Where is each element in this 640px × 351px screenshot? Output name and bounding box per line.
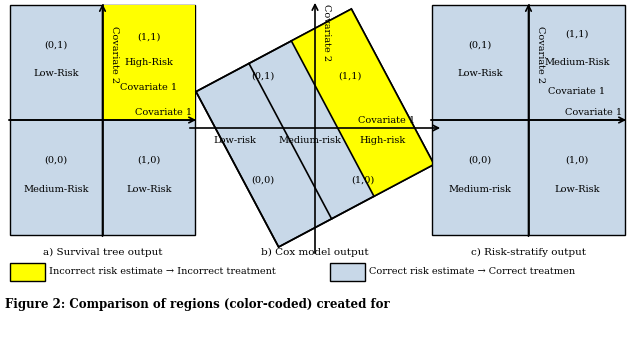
Bar <box>330 263 365 281</box>
Text: c) Risk-stratify output: c) Risk-stratify output <box>471 248 586 257</box>
Text: (1,0): (1,0) <box>137 156 161 165</box>
Text: (1,1): (1,1) <box>565 29 588 38</box>
Text: High-risk: High-risk <box>360 136 406 145</box>
Text: (0,1): (0,1) <box>468 41 492 50</box>
Text: b) Cox model output: b) Cox model output <box>261 248 369 257</box>
Text: a) Survival tree output: a) Survival tree output <box>43 248 163 257</box>
Text: Medium-Risk: Medium-Risk <box>544 58 609 67</box>
Text: (1,1): (1,1) <box>339 72 362 80</box>
Text: Low-risk: Low-risk <box>214 136 257 145</box>
Text: (0,1): (0,1) <box>252 72 275 80</box>
Text: Figure 2: Comparison of regions (color-coded) created for: Figure 2: Comparison of regions (color-c… <box>5 298 390 311</box>
Text: (1,1): (1,1) <box>137 33 161 42</box>
Text: Medium-risk: Medium-risk <box>449 185 512 193</box>
Text: (1,0): (1,0) <box>565 156 588 165</box>
Bar <box>10 5 195 235</box>
Text: Covariate 1: Covariate 1 <box>548 87 605 96</box>
Text: Covariate 1: Covariate 1 <box>358 116 415 125</box>
Text: Correct risk estimate → Correct treatmen: Correct risk estimate → Correct treatmen <box>369 267 575 277</box>
Text: (0,0): (0,0) <box>45 156 68 165</box>
Text: Covariate 2: Covariate 2 <box>536 26 545 84</box>
Text: (0,0): (0,0) <box>468 156 492 165</box>
Text: High-Risk: High-Risk <box>124 58 173 67</box>
Polygon shape <box>196 9 434 247</box>
Text: Medium-risk: Medium-risk <box>278 136 341 145</box>
Text: Covariate 1: Covariate 1 <box>565 108 622 117</box>
Text: Low-Risk: Low-Risk <box>554 185 600 193</box>
Bar <box>102 5 195 120</box>
Text: (1,0): (1,0) <box>351 176 374 185</box>
Text: Covariate 2: Covariate 2 <box>109 26 118 84</box>
Text: Low-Risk: Low-Risk <box>33 69 79 79</box>
Text: (0,1): (0,1) <box>45 41 68 50</box>
Text: Medium-Risk: Medium-Risk <box>24 185 89 193</box>
Text: (0,0): (0,0) <box>252 176 275 185</box>
Text: Covariate 1: Covariate 1 <box>120 83 177 92</box>
Polygon shape <box>291 9 434 196</box>
Bar <box>10 263 45 281</box>
Text: Covariate 2: Covariate 2 <box>322 5 331 61</box>
Text: Low-Risk: Low-Risk <box>126 185 172 193</box>
Bar <box>432 5 625 235</box>
Text: Low-Risk: Low-Risk <box>458 69 503 79</box>
Text: Incorrect risk estimate → Incorrect treatment: Incorrect risk estimate → Incorrect trea… <box>49 267 276 277</box>
Text: Covariate 1: Covariate 1 <box>135 108 192 117</box>
